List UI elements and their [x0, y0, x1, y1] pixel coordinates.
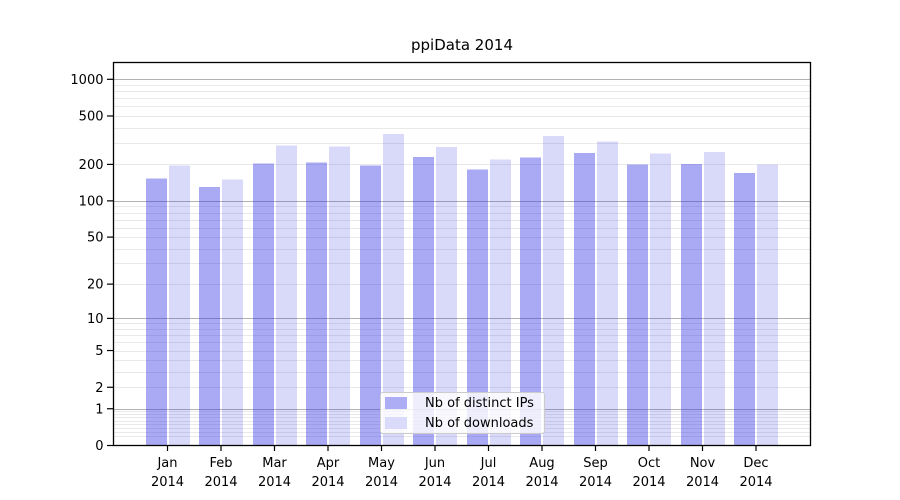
bar-downloads-10: [704, 151, 725, 446]
bars-downloads: [169, 134, 778, 446]
x-tick-label-month: Aug: [529, 456, 554, 471]
bar-distinct-ips-3: [306, 162, 327, 446]
y-tick-label: 50: [87, 231, 104, 246]
y-axis-ticks: [107, 78, 114, 447]
bar-distinct-ips-6: [467, 169, 488, 446]
legend-label: Nb of distinct IPs: [425, 395, 534, 411]
y-tick-label: 500: [79, 109, 104, 124]
bar-distinct-ips-2: [253, 163, 274, 446]
y-tick-label: 5: [95, 344, 103, 359]
bar-downloads-4: [383, 134, 404, 446]
bars-distinct-ips: [146, 152, 755, 446]
x-tick-label-month: Feb: [209, 456, 232, 471]
bar-distinct-ips-0: [146, 178, 167, 446]
x-tick-label-year: 2014: [472, 475, 505, 490]
bar-downloads-1: [222, 179, 243, 446]
y-tick-label: 0: [95, 439, 103, 454]
x-tick-label-year: 2014: [151, 475, 184, 490]
x-tick-label-month: Jul: [480, 456, 497, 471]
x-tick-label-year: 2014: [258, 475, 291, 490]
legend-swatch-distinct-ips: [385, 397, 407, 409]
legend-label: Nb of downloads: [425, 415, 534, 431]
legend-swatch-downloads: [385, 417, 407, 429]
x-tick-label-year: 2014: [579, 475, 612, 490]
bar-distinct-ips-8: [574, 152, 595, 446]
plot-border: [112, 61, 812, 447]
x-tick-label-year: 2014: [311, 475, 344, 490]
y-tick-label: 1: [95, 402, 103, 417]
bar-distinct-ips-7: [520, 157, 541, 446]
bar-downloads-6: [490, 159, 511, 446]
x-tick-label-month: Sep: [583, 456, 608, 471]
chart-title: ppiData 2014: [411, 36, 513, 54]
y-axis-labels: 0 1 2 5 10 20 50 100 200 500 1000: [70, 73, 103, 454]
x-tick-label-month: May: [368, 456, 395, 471]
x-tick-label-year: 2014: [204, 475, 237, 490]
bar-distinct-ips-10: [681, 163, 702, 446]
y-tick-label: 10: [87, 312, 104, 327]
bar-distinct-ips-1: [199, 187, 220, 446]
bar-distinct-ips-5: [413, 157, 434, 446]
bar-distinct-ips-9: [627, 164, 648, 446]
bar-downloads-5: [436, 147, 457, 446]
y-tick-label: 1000: [70, 73, 103, 88]
x-tick-label-month: Apr: [317, 456, 340, 471]
x-tick-label-year: 2014: [686, 475, 719, 490]
bar-downloads-3: [329, 146, 350, 446]
x-tick-label-month: Jan: [156, 456, 177, 471]
x-tick-label-year: 2014: [739, 475, 772, 490]
bar-distinct-ips-11: [734, 172, 755, 446]
y-tick-label: 100: [79, 194, 104, 209]
bar-downloads-2: [276, 145, 297, 446]
x-tick-label-year: 2014: [632, 475, 665, 490]
x-tick-label-month: Oct: [638, 456, 660, 471]
bar-distinct-ips-4: [360, 165, 381, 446]
x-axis-ticks: [166, 445, 757, 451]
bar-downloads-0: [169, 165, 190, 446]
y-grid-minor: [113, 85, 811, 437]
legend-item: Nb of downloads: [381, 413, 544, 433]
x-tick-label-year: 2014: [365, 475, 398, 490]
y-tick-label: 200: [79, 158, 104, 173]
x-tick-label-month: Jun: [424, 456, 445, 471]
bar-downloads-7: [543, 136, 564, 446]
y-tick-label: 20: [87, 278, 104, 293]
y-tick-label: 2: [95, 381, 103, 396]
bar-downloads-11: [757, 164, 778, 446]
x-tick-label-year: 2014: [418, 475, 451, 490]
x-axis-labels: Jan 2014 Feb 2014 Mar 2014 Apr 2014 May 2014 Jun 20…: [151, 456, 773, 490]
x-tick-label-month: Mar: [262, 456, 287, 471]
x-tick-label-month: Nov: [690, 456, 716, 471]
x-tick-label-year: 2014: [525, 475, 558, 490]
bar-downloads-8: [597, 141, 618, 446]
x-tick-label-month: Dec: [743, 456, 768, 471]
legend-item: Nb of distinct IPs: [381, 393, 544, 413]
legend: Nb of distinct IPs Nb of downloads: [380, 392, 545, 434]
bar-downloads-9: [650, 153, 671, 446]
